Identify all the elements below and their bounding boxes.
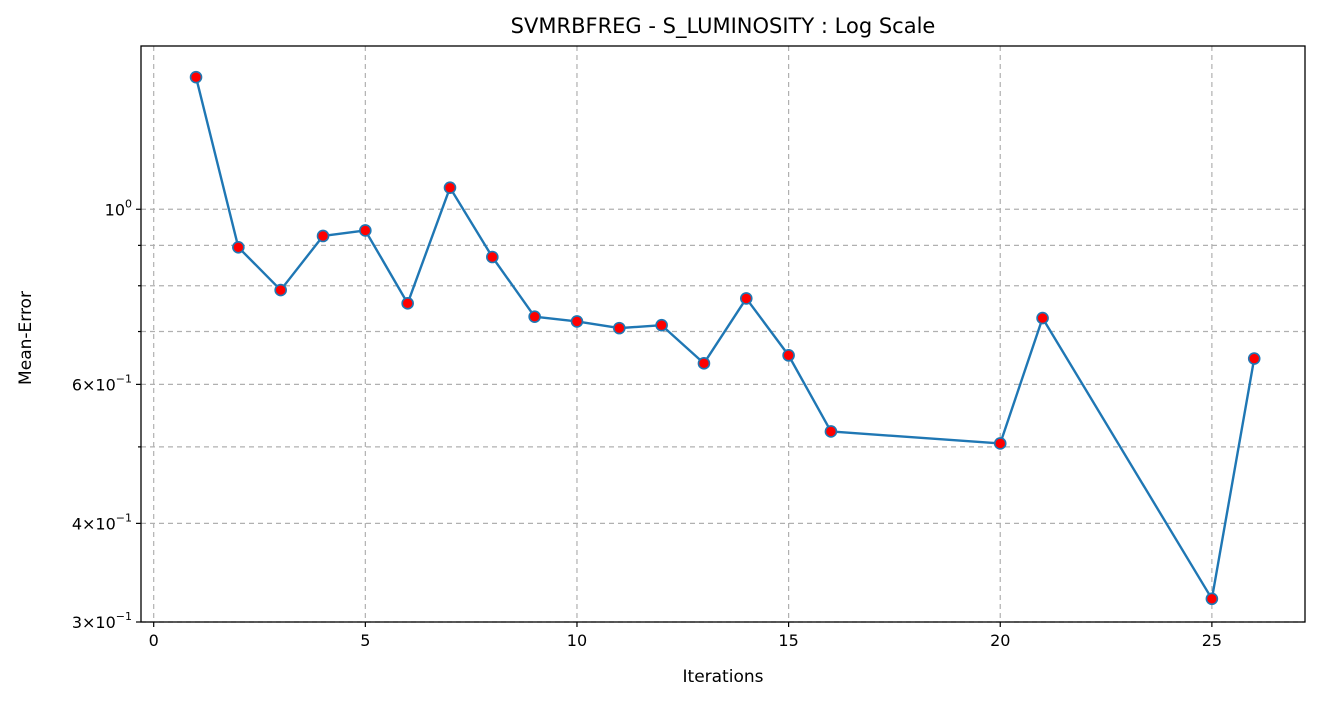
x-tick-label: 10: [567, 631, 587, 650]
series-line: [194, 76, 1256, 601]
series-layer: [189, 70, 1261, 606]
data-point: [739, 292, 753, 305]
data-point: [782, 349, 795, 362]
data-point: [1036, 311, 1049, 325]
data-point: [570, 315, 584, 328]
x-tick-label: 15: [778, 631, 798, 650]
data-point: [486, 250, 499, 264]
data-point: [824, 425, 838, 438]
data-point: [655, 318, 668, 332]
x-tick-label: 20: [990, 631, 1010, 650]
x-axis-ticks: 0 5 10 15 20 25: [149, 622, 1222, 650]
y-axis-label: Mean-Error: [16, 291, 36, 385]
data-point: [359, 224, 372, 237]
data-point: [189, 70, 203, 84]
data-point: [528, 310, 541, 323]
chart-title: SVMRBFREG - S_LUMINOSITY : Log Scale: [511, 14, 936, 39]
y-axis-ticks: 3×10−1 4×10−1 6×10−1 100: [72, 197, 141, 632]
plot-frame: [140, 45, 1306, 623]
y-tick-label: 100: [105, 197, 132, 219]
data-point: [443, 181, 457, 194]
x-tick-label: 25: [1202, 631, 1222, 650]
data-point: [1247, 352, 1261, 365]
data-point: [274, 283, 287, 297]
y-tick-label: 3×10−1: [72, 610, 132, 632]
y-tick-label: 4×10−1: [72, 511, 132, 533]
data-point: [1205, 592, 1219, 606]
data-point: [232, 240, 245, 254]
data-point: [993, 437, 1007, 450]
data-point: [401, 297, 414, 310]
x-axis-label: Iterations: [683, 667, 764, 687]
x-tick-label: 0: [149, 631, 159, 650]
data-point: [697, 357, 711, 370]
x-tick-label: 5: [360, 631, 370, 650]
y-tick-label: 6×10−1: [72, 372, 132, 394]
data-point: [612, 321, 626, 335]
data-point: [316, 229, 330, 243]
